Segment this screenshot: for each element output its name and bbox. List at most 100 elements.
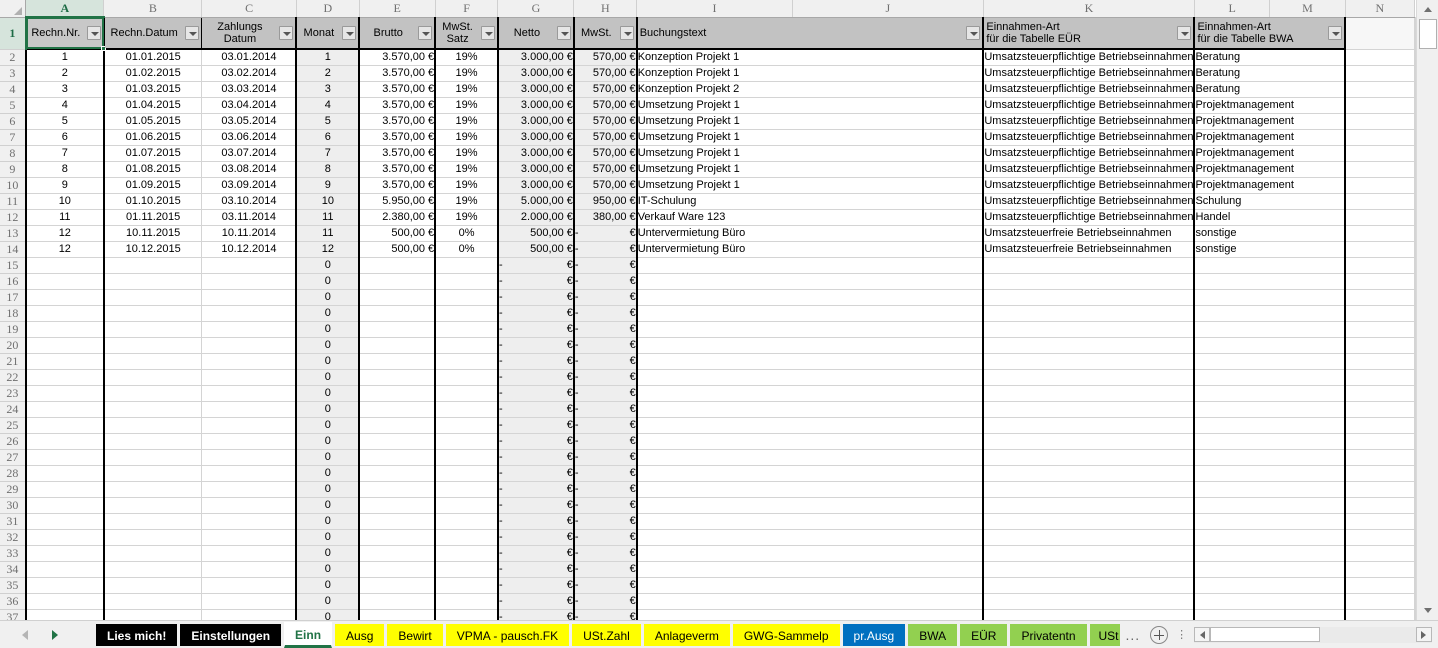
cell-M36[interactable] [1345, 593, 1416, 610]
cell-I16[interactable] [635, 273, 984, 290]
cell-N26[interactable] [1414, 433, 1416, 450]
cell-E32[interactable] [358, 529, 436, 546]
table-row[interactable]: 8 7 01.07.2015 03.07.2014 7 3.570,00 €19% 3.00… [0, 145, 1416, 162]
cell-H7[interactable]: 570,00 € [572, 129, 638, 146]
cell-E10[interactable]: 3.570,00 € [358, 177, 436, 194]
table-row[interactable]: 37 0 - € - € [0, 609, 1416, 620]
filter-button-einnahmen-art-bwa[interactable] [1328, 25, 1343, 40]
cell-H20[interactable]: - € [572, 337, 638, 354]
cell-E7[interactable]: 3.570,00 € [358, 129, 436, 146]
cell-M29[interactable] [1345, 481, 1416, 498]
cell-J34[interactable] [982, 561, 1195, 578]
cell-I11[interactable]: IT-Schulung [635, 193, 984, 210]
cell-C28[interactable] [201, 465, 297, 482]
cell-N10[interactable] [1414, 177, 1416, 194]
cell-K8[interactable]: Projektmanagement [1193, 145, 1347, 162]
cell-K37[interactable] [1193, 609, 1347, 620]
row-header-30[interactable]: 30 [0, 497, 27, 514]
cell-G24[interactable]: - € [496, 401, 575, 418]
header-cell-einnahmen-art-euer[interactable]: Einnahmen-Art für die Tabelle EÜR [982, 16, 1195, 50]
cell-M20[interactable] [1345, 337, 1416, 354]
cell-J31[interactable] [982, 513, 1195, 530]
cell-M15[interactable] [1345, 257, 1416, 274]
cell-A30[interactable] [24, 497, 105, 514]
cell-D32[interactable]: 0 [295, 529, 360, 546]
cell-G30[interactable]: - € [496, 497, 575, 514]
cell-I6[interactable]: Umsetzung Projekt 1 [635, 113, 984, 130]
cell-G16[interactable]: - € [496, 273, 575, 290]
cell-H26[interactable]: - € [572, 433, 638, 450]
cell-D30[interactable]: 0 [295, 497, 360, 514]
cell-G29[interactable]: - € [496, 481, 575, 498]
cell-B37[interactable] [102, 609, 203, 620]
cell-J17[interactable] [982, 289, 1195, 306]
row-header-23[interactable]: 23 [0, 385, 27, 402]
row-header-28[interactable]: 28 [0, 465, 27, 482]
horizontal-scroll-thumb[interactable] [1210, 627, 1321, 642]
cell-I2[interactable]: Konzeption Projekt 1 [635, 49, 984, 66]
cell-G4[interactable]: 3.000,00 € [496, 81, 575, 98]
cell-C17[interactable] [201, 289, 297, 306]
cell-H10[interactable]: 570,00 € [572, 177, 638, 194]
header-cell-mwst-satz[interactable]: MwSt. Satz [434, 16, 499, 50]
row-header-14[interactable]: 14 [0, 241, 27, 258]
table-row[interactable]: 34 0 - € - € [0, 561, 1416, 578]
cell-D5[interactable]: 4 [295, 97, 360, 114]
cell-I17[interactable] [635, 289, 984, 306]
cell-I34[interactable] [635, 561, 984, 578]
filter-button-rechn-datum[interactable] [185, 25, 200, 40]
row-header-20[interactable]: 20 [0, 337, 27, 354]
cell-H28[interactable]: - € [572, 465, 638, 482]
cell-E14[interactable]: 500,00 € [358, 241, 436, 258]
row-header-19[interactable]: 19 [0, 321, 27, 338]
cell-H2[interactable]: 570,00 € [572, 49, 638, 66]
row-header-21[interactable]: 21 [0, 353, 27, 370]
sheet-tab-bewirt[interactable]: Bewirt [387, 623, 443, 646]
cell-K13[interactable]: sonstige [1193, 225, 1347, 242]
table-row[interactable]: 19 0 - € - € [0, 321, 1416, 338]
column-header-h[interactable]: H [573, 0, 638, 18]
cell-N23[interactable] [1414, 385, 1416, 402]
cell-D7[interactable]: 6 [295, 129, 360, 146]
cell-A23[interactable] [24, 385, 105, 402]
cell-F23[interactable] [434, 385, 499, 402]
cell-A3[interactable]: 2 [24, 65, 105, 82]
cell-C37[interactable] [201, 609, 297, 620]
cell-G13[interactable]: 500,00 € [496, 225, 575, 242]
cell-D8[interactable]: 7 [295, 145, 360, 162]
cell-G12[interactable]: 2.000,00 € [496, 209, 575, 226]
cell-C23[interactable] [201, 385, 297, 402]
cell-H11[interactable]: 950,00 € [572, 193, 638, 210]
cell-I15[interactable] [635, 257, 984, 274]
table-row[interactable]: 11 10 01.10.2015 03.10.2014 10 5.950,00 €19% 5… [0, 193, 1416, 210]
row-header-22[interactable]: 22 [0, 369, 27, 386]
cell-K5[interactable]: Projektmanagement [1193, 97, 1347, 114]
sheet-nav-prev-icon[interactable] [22, 629, 28, 640]
cell-H14[interactable]: - € [572, 241, 638, 258]
cell-G36[interactable]: - € [496, 593, 575, 610]
cell-J25[interactable] [982, 417, 1195, 434]
cell-M12[interactable] [1345, 209, 1416, 226]
cell-K12[interactable]: Handel [1193, 209, 1347, 226]
table-row[interactable]: 26 0 - € - € [0, 433, 1416, 450]
cell-B6[interactable]: 01.05.2015 [102, 113, 203, 130]
cell-I5[interactable]: Umsetzung Projekt 1 [635, 97, 984, 114]
row-header-1[interactable]: 1 [0, 17, 27, 50]
filter-button-zahlungs-datum[interactable] [279, 25, 294, 40]
cell-G37[interactable]: - € [496, 609, 575, 620]
cell-F6[interactable]: 19% [434, 113, 499, 130]
table-row[interactable]: 3 2 01.02.2015 03.02.2014 2 3.570,00 €19% 3.00… [0, 65, 1416, 82]
sheet-nav-arrows[interactable] [0, 629, 96, 640]
cell-K6[interactable]: Projektmanagement [1193, 113, 1347, 130]
cell-H24[interactable]: - € [572, 401, 638, 418]
cell-N27[interactable] [1414, 449, 1416, 466]
cell-A16[interactable] [24, 273, 105, 290]
cell-B23[interactable] [102, 385, 203, 402]
cell-F4[interactable]: 19% [434, 81, 499, 98]
cell-K27[interactable] [1193, 449, 1347, 466]
row-header-34[interactable]: 34 [0, 561, 27, 578]
row-header-11[interactable]: 11 [0, 193, 27, 210]
cell-G5[interactable]: 3.000,00 € [496, 97, 575, 114]
cell-H31[interactable]: - € [572, 513, 638, 530]
cell-H3[interactable]: 570,00 € [572, 65, 638, 82]
